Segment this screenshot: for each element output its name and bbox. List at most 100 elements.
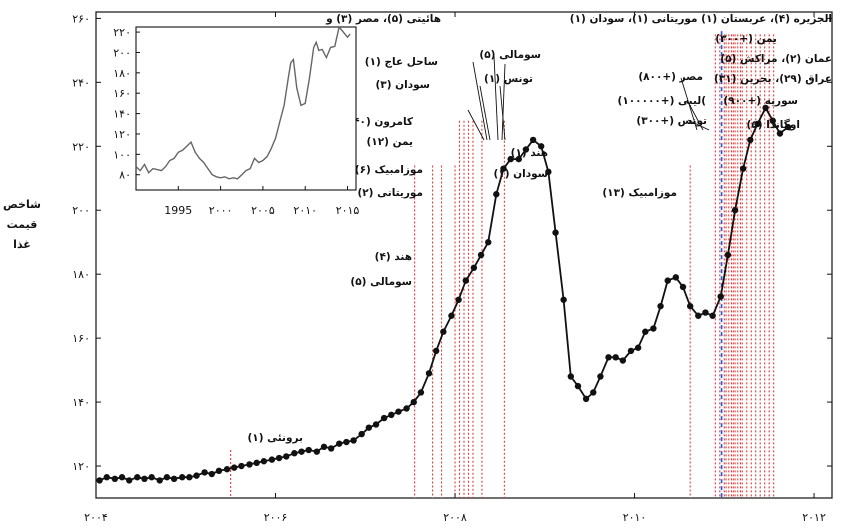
data-point [448, 313, 454, 319]
inset-y-tick-label: ۱۴۰ [113, 108, 131, 121]
data-point [732, 207, 738, 213]
y-tick-label: ۲۴۰ [72, 76, 90, 89]
data-point [411, 399, 417, 405]
data-point [224, 466, 230, 472]
data-point [680, 284, 686, 290]
data-point [605, 354, 611, 360]
data-point [381, 415, 387, 421]
data-point [328, 445, 334, 451]
data-point [134, 474, 140, 480]
y-tick-label: ۱۴۰ [72, 396, 90, 409]
data-point [112, 476, 118, 482]
data-point [455, 297, 461, 303]
y-tick-label: ۱۲۰ [72, 460, 90, 473]
data-point [560, 297, 566, 303]
data-point [709, 313, 715, 319]
data-point [777, 130, 783, 136]
data-point [478, 252, 484, 258]
annotation-label: الجزیره (۴)، عربستان (۱) موریتانی (۱)، س… [570, 13, 832, 25]
data-point [493, 191, 499, 197]
data-point [283, 453, 289, 459]
data-point [231, 464, 237, 470]
inset-x-tick-label: ۲۰۰۰ [209, 204, 233, 217]
y-axis-label: غذا [13, 238, 31, 251]
x-tick-label: ۲۰۱۰ [623, 511, 647, 524]
annotation-label: سومالی (۵) [479, 49, 541, 61]
data-point [747, 137, 753, 143]
inset-y-tick-label: ۸۰ [119, 169, 131, 182]
inset-y-tick-label: ۲۲۰ [113, 26, 131, 39]
y-tick-label: ۲۶۰ [72, 12, 90, 25]
annotation-label: عراق (۲۹)، بحرین (۳۱) [714, 73, 832, 85]
data-point [395, 408, 401, 414]
data-point [725, 252, 731, 258]
data-point [620, 357, 626, 363]
data-point [665, 277, 671, 283]
data-point [702, 309, 708, 315]
data-point [635, 345, 641, 351]
data-point [126, 477, 132, 483]
annotation-label: یمن (+۳۰۰) [715, 33, 777, 45]
annotation-label: هند (۱) [511, 147, 548, 159]
inset-y-tick-label: ۱۶۰ [113, 87, 131, 100]
data-point [403, 405, 409, 411]
data-point [321, 444, 327, 450]
data-point [358, 431, 364, 437]
annotation-label: مصر (+۸۰۰) [638, 71, 703, 83]
annotation-leader [480, 86, 490, 140]
data-point [276, 455, 282, 461]
data-point [388, 412, 394, 418]
data-point [552, 229, 558, 235]
annotation-label: موریتانی (۲) [357, 187, 423, 199]
data-point [687, 303, 693, 309]
annotation-label: تونس (۱) [484, 73, 533, 85]
annotation-label: سودان (۳) [375, 79, 430, 91]
data-point [657, 303, 663, 309]
data-point [157, 477, 163, 483]
annotation-label: یمن (۱۲) [366, 136, 413, 148]
data-point [673, 274, 679, 280]
data-point [141, 476, 147, 482]
inset-x-tick-label: ۲۰۰۵ [251, 204, 275, 217]
data-point [261, 458, 267, 464]
data-point [193, 472, 199, 478]
data-point [216, 468, 222, 474]
data-point [530, 137, 536, 143]
annotation-label: موزامبیک (۱۳) [602, 187, 677, 199]
annotation-label: هند (۴) [375, 251, 412, 263]
data-point [179, 474, 185, 480]
data-point [336, 440, 342, 446]
data-point [186, 474, 192, 480]
data-point [642, 329, 648, 335]
data-point [485, 239, 491, 245]
annotation-label: سودان (۱) [493, 168, 548, 180]
data-point [366, 424, 372, 430]
data-point [96, 477, 102, 483]
data-point [597, 373, 603, 379]
data-point [568, 373, 574, 379]
x-tick-label: ۲۰۰۴ [84, 511, 108, 524]
data-point [418, 389, 424, 395]
data-point [343, 439, 349, 445]
data-point [612, 354, 618, 360]
annotation-leader [494, 56, 498, 140]
data-point [148, 474, 154, 480]
inset-x-tick-label: ۲۰۱۵ [336, 204, 360, 217]
inset-y-tick-label: ۱۲۰ [113, 128, 131, 141]
data-point [269, 456, 275, 462]
annotation-label: سوریه (+۹۰۰) [723, 95, 798, 107]
y-axis-label: قیمت [7, 218, 38, 231]
inset-y-tick-label: ۲۰۰ [113, 46, 131, 59]
data-point [740, 165, 746, 171]
y-axis-label: شاخص [3, 198, 41, 211]
annotation-label: موزامبیک (۶) [355, 164, 423, 176]
data-point [171, 476, 177, 482]
data-point [695, 313, 701, 319]
data-point [426, 370, 432, 376]
data-point [298, 448, 304, 454]
data-point [575, 383, 581, 389]
x-tick-label: ۲۰۰۶ [264, 511, 288, 524]
data-point [306, 447, 312, 453]
y-tick-label: ۲۲۰ [72, 140, 90, 153]
x-tick-label: ۲۰۰۸ [443, 511, 467, 524]
